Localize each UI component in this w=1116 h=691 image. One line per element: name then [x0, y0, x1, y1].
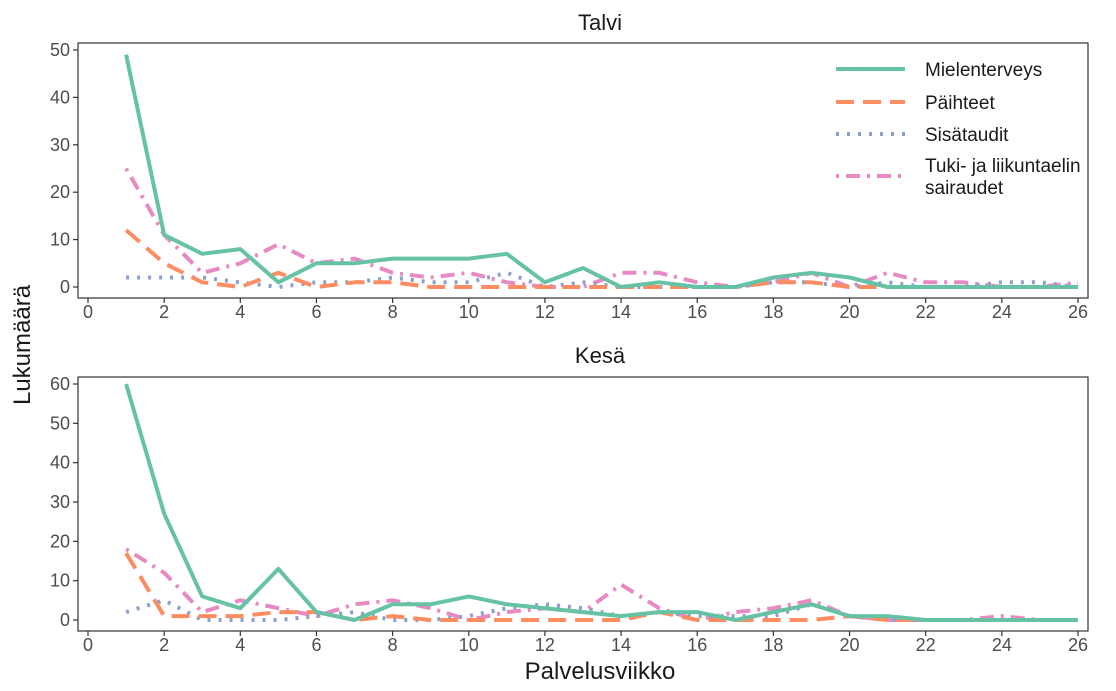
x-tick-label: 18: [763, 302, 783, 322]
x-tick-label: 0: [83, 635, 93, 655]
legend-label: Mielenterveys: [925, 60, 1042, 81]
x-tick-label: 2: [159, 302, 169, 322]
y-tick-label: 20: [50, 182, 70, 202]
y-tick-label: 40: [50, 453, 70, 473]
x-tick-label: 16: [687, 635, 707, 655]
legend: Mielenterveys Päihteet Sisätaudit Tuki- ja …: [836, 60, 1081, 199]
y-tick-label: 40: [50, 87, 70, 107]
x-tick-label: 14: [611, 302, 631, 322]
legend-entry-0: Mielenterveys: [836, 60, 1042, 81]
x-tick-label: 20: [840, 635, 860, 655]
x-tick-label: 8: [388, 635, 398, 655]
y-tick-label: 30: [50, 135, 70, 155]
y-tick-label: 0: [60, 610, 70, 630]
x-tick-label: 12: [535, 635, 555, 655]
x-tick-label: 14: [611, 635, 631, 655]
x-tick-label: 2: [159, 635, 169, 655]
panel-title: Talvi: [578, 10, 622, 35]
series-line-0: [124, 54, 1078, 289]
x-tick-label: 6: [311, 302, 321, 322]
legend-label: sairaudet: [925, 178, 1004, 199]
x-tick-label: 24: [992, 635, 1012, 655]
x-tick-label: 20: [840, 302, 860, 322]
series-line-1: [124, 552, 1078, 622]
panel-title: Kesä: [575, 343, 626, 368]
legend-entry-2: Sisätaudit: [836, 125, 1009, 146]
y-tick-label: 20: [50, 531, 70, 551]
y-tick-label: 50: [50, 40, 70, 60]
series-line-0: [124, 383, 1078, 622]
legend-label: Tuki- ja liikuntaelin: [925, 156, 1081, 177]
x-tick-label: 26: [1068, 635, 1088, 655]
x-tick-label: 16: [687, 302, 707, 322]
x-tick-label: 10: [459, 635, 479, 655]
y-tick-label: 50: [50, 413, 70, 433]
legend-label: Sisätaudit: [925, 125, 1009, 146]
legend-entry-1: Päihteet: [836, 93, 995, 114]
plot-frame: [77, 376, 1089, 632]
x-tick-label: 12: [535, 302, 555, 322]
legend-label: Päihteet: [925, 93, 995, 114]
x-tick-label: 4: [235, 302, 245, 322]
x-tick-label: 18: [763, 635, 783, 655]
y-tick-label: 10: [50, 230, 70, 250]
x-tick-label: 6: [311, 635, 321, 655]
x-tick-label: 8: [388, 302, 398, 322]
y-tick-label: 10: [50, 571, 70, 591]
y-axis-title: Lukumäärä: [9, 284, 36, 405]
x-tick-label: 4: [235, 635, 245, 655]
y-tick-label: 60: [50, 374, 70, 394]
series-line-3: [124, 167, 1079, 289]
x-tick-label: 0: [83, 302, 93, 322]
x-tick-label: 22: [916, 302, 936, 322]
series-line-3: [125, 547, 1078, 622]
x-tick-label: 26: [1068, 302, 1088, 322]
x-tick-label: 24: [992, 302, 1012, 322]
x-tick-label: 22: [916, 635, 936, 655]
series-line-2: [125, 598, 1078, 622]
y-tick-label: 0: [60, 277, 70, 297]
x-axis-title: Palvelusviikko: [525, 658, 676, 685]
plot-frame: [77, 42, 1089, 299]
x-tick-label: 10: [459, 302, 479, 322]
y-tick-label: 30: [50, 492, 70, 512]
